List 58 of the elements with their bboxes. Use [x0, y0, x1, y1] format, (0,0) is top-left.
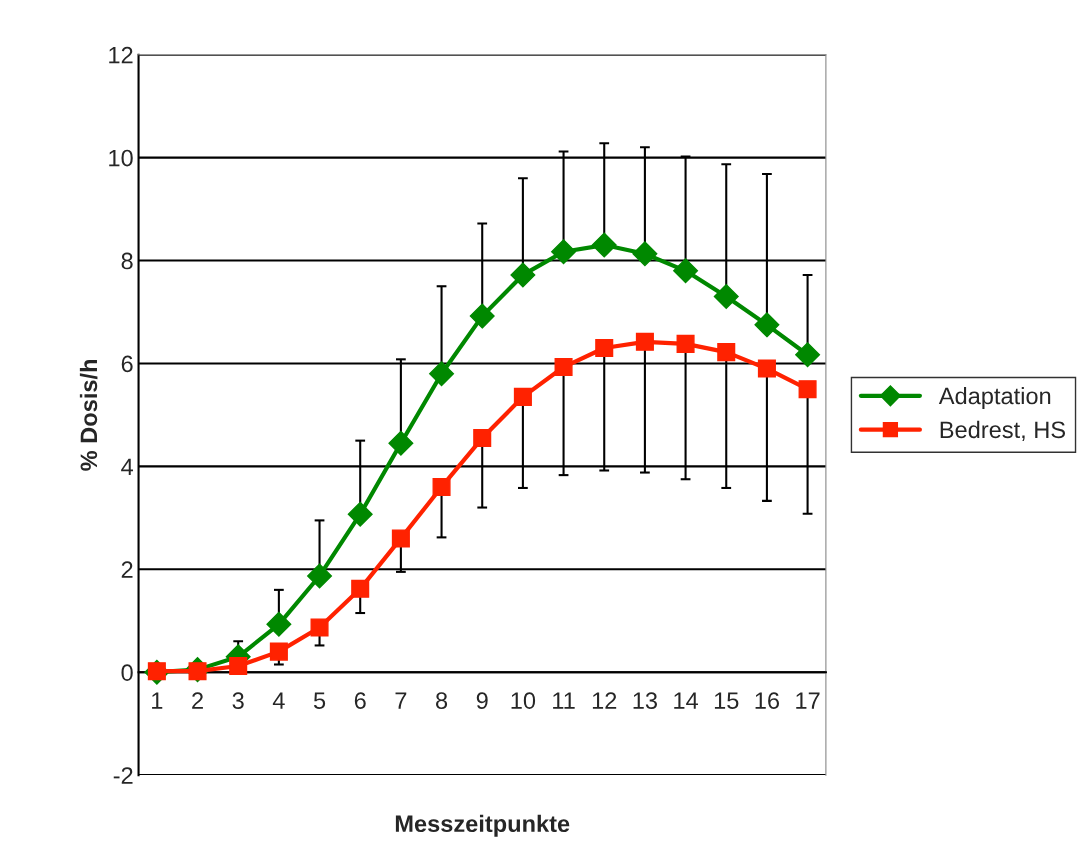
- point: [795, 342, 821, 368]
- x-tick-label: 2: [192, 692, 203, 709]
- point: [513, 387, 532, 406]
- y-tick-label: 12: [109, 46, 133, 64]
- x-tick-label: 16: [755, 692, 780, 709]
- x-tick-label: 3: [232, 692, 244, 709]
- point: [754, 312, 780, 338]
- y-tick-label: 2: [121, 561, 133, 578]
- point: [551, 239, 577, 265]
- point: [429, 361, 455, 387]
- x-tick-label: 13: [633, 692, 657, 709]
- point: [391, 529, 410, 548]
- x-tick-label: 11: [553, 692, 575, 709]
- y-tick-label: 4: [121, 458, 134, 475]
- point: [673, 258, 699, 284]
- point: [554, 358, 573, 377]
- point: [307, 563, 333, 589]
- y-axis-title: % Dosis/h: [79, 359, 98, 471]
- y-tick-label: 8: [121, 252, 133, 270]
- point: [351, 579, 370, 598]
- y-tick-label: -2: [113, 767, 133, 784]
- point: [347, 501, 373, 527]
- x-tick-label: 17: [796, 692, 820, 709]
- x-tick-label: 8: [436, 692, 448, 709]
- point: [473, 429, 492, 448]
- point: [713, 284, 739, 310]
- point: [635, 332, 654, 351]
- x-tick-label: 10: [511, 692, 536, 709]
- point: [591, 232, 617, 258]
- point: [432, 477, 451, 496]
- point: [388, 430, 414, 456]
- x-tick-label: 6: [354, 692, 366, 709]
- y-tick-label: 10: [109, 149, 133, 167]
- point: [676, 334, 695, 353]
- point: [510, 262, 536, 288]
- x-tick-label: 15: [714, 692, 739, 709]
- x-tick-label: 4: [272, 692, 285, 709]
- x-tick-label: 7: [395, 692, 407, 709]
- point: [757, 359, 776, 378]
- legend-label: Bedrest, HS: [940, 420, 1066, 441]
- point: [266, 611, 292, 637]
- x-tick-label: 5: [313, 692, 326, 709]
- x-tick-label: 14: [674, 692, 699, 709]
- x-tick-label: 9: [476, 692, 488, 709]
- x-axis-title: Messzeitpunkte: [395, 814, 570, 837]
- point: [632, 241, 658, 267]
- y-tick-label: 6: [121, 355, 133, 373]
- point: [595, 338, 614, 358]
- x-tick-label: 12: [592, 692, 617, 709]
- point: [717, 343, 736, 362]
- point: [798, 380, 817, 399]
- point: [469, 303, 495, 329]
- point: [310, 618, 329, 637]
- legend-label: Adaptation: [938, 386, 1051, 409]
- y-tick-label: 0: [121, 664, 133, 681]
- x-tick-label: 1: [152, 692, 163, 709]
- point: [229, 657, 248, 676]
- point: [269, 642, 288, 661]
